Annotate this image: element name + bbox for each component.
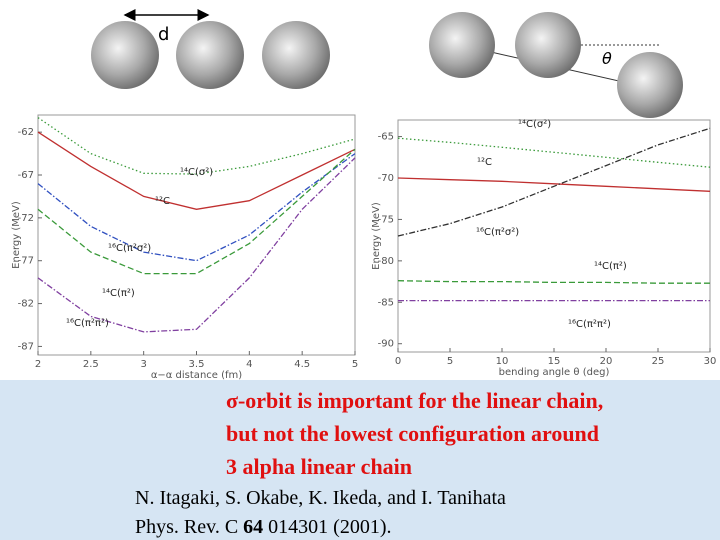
- x-tick-label: 25: [652, 356, 665, 367]
- series-label: ¹⁶C(π²π²): [568, 319, 611, 330]
- series-label: ¹⁴C(π²): [594, 261, 627, 272]
- distance-label: d: [158, 24, 169, 45]
- linear-diagram: d: [91, 9, 330, 89]
- series-line: [37, 131, 356, 210]
- alpha-sphere: [262, 21, 330, 89]
- y-axis-label: Energy (MeV): [11, 201, 22, 269]
- series-label: ¹⁴C(σ²): [518, 119, 551, 130]
- alpha-sphere: [176, 21, 244, 89]
- y-tick-label: -75: [378, 214, 394, 225]
- y-tick-label: -67: [18, 170, 34, 181]
- x-tick-label: 20: [600, 356, 613, 367]
- reference-citation: Phys. Rev. C 64 014301 (2001).: [135, 516, 392, 538]
- x-tick-label: 2.5: [83, 359, 99, 370]
- series-line: [397, 127, 711, 237]
- x-axis-label: α−α distance (fm): [151, 370, 242, 381]
- journal: Phys. Rev. C: [135, 516, 238, 538]
- charts: -62 -67 -72 -77 -82 -872 2.5 3 3.5 4 4.5 5 α−α dista…: [11, 114, 717, 381]
- y-tick-label: -65: [378, 132, 394, 143]
- alpha-sphere: [515, 12, 581, 78]
- x-tick-label: 15: [548, 356, 561, 367]
- bent-diagram: θ: [429, 12, 683, 118]
- y-tick-label: -77: [18, 256, 34, 267]
- y-tick-label: -82: [18, 299, 34, 310]
- series-line: [397, 177, 711, 192]
- series-line: [397, 137, 711, 168]
- y-tick-label: -80: [378, 256, 394, 267]
- series-label: ¹²C: [155, 196, 170, 207]
- y-tick-label: -62: [18, 127, 34, 138]
- series-label: ¹⁶C(π²σ²): [476, 227, 519, 238]
- series-line: [37, 117, 356, 175]
- plot-area: [397, 119, 711, 353]
- volume: 64: [243, 516, 263, 538]
- series-label: ¹⁴C(π²): [102, 288, 135, 299]
- x-tick-label: 4: [246, 359, 252, 370]
- x-tick-label: 5: [352, 359, 358, 370]
- series-line: [397, 280, 710, 284]
- x-axis-label: bending angle θ (deg): [499, 367, 610, 378]
- series-label: ¹⁶C(π²π²): [66, 318, 109, 329]
- pages-year: 014301 (2001).: [268, 516, 391, 538]
- series-label: ¹²C: [477, 157, 492, 168]
- y-tick-label: -70: [378, 173, 394, 184]
- x-tick-label: 5: [447, 356, 453, 367]
- x-tick-label: 4.5: [294, 359, 310, 370]
- x-tick-label: 3.5: [189, 359, 205, 370]
- x-tick-label: 0: [395, 356, 401, 367]
- caption-line: 3 alpha linear chain: [226, 454, 412, 479]
- x-tick-label: 10: [496, 356, 509, 367]
- y-axis-label: Energy (MeV): [371, 202, 382, 270]
- y-tick-label: -85: [378, 297, 394, 308]
- footer-background: [0, 380, 720, 540]
- y-tick-label: -87: [18, 341, 34, 352]
- x-tick-label: 3: [140, 359, 146, 370]
- series-label: ¹⁴C(σ²): [180, 167, 213, 178]
- x-tick-label: 2: [35, 359, 41, 370]
- reference-authors: N. Itagaki, S. Okabe, K. Ikeda, and I. T…: [135, 487, 506, 509]
- caption-line: σ-orbit is important for the linear chai…: [226, 388, 603, 413]
- series-line: [37, 148, 356, 275]
- alpha-sphere: [429, 12, 495, 78]
- caption-line: but not the lowest configuration around: [226, 421, 599, 446]
- y-tick-label: -90: [378, 339, 394, 350]
- series-label: ¹⁶C(π²σ²): [108, 243, 151, 254]
- y-tick-label: -72: [18, 213, 34, 224]
- alpha-sphere: [617, 52, 683, 118]
- series-line: [37, 153, 356, 262]
- angle-label: θ: [602, 49, 612, 68]
- alpha-sphere: [91, 21, 159, 89]
- x-tick-label: 30: [704, 356, 717, 367]
- series-line: [37, 157, 356, 333]
